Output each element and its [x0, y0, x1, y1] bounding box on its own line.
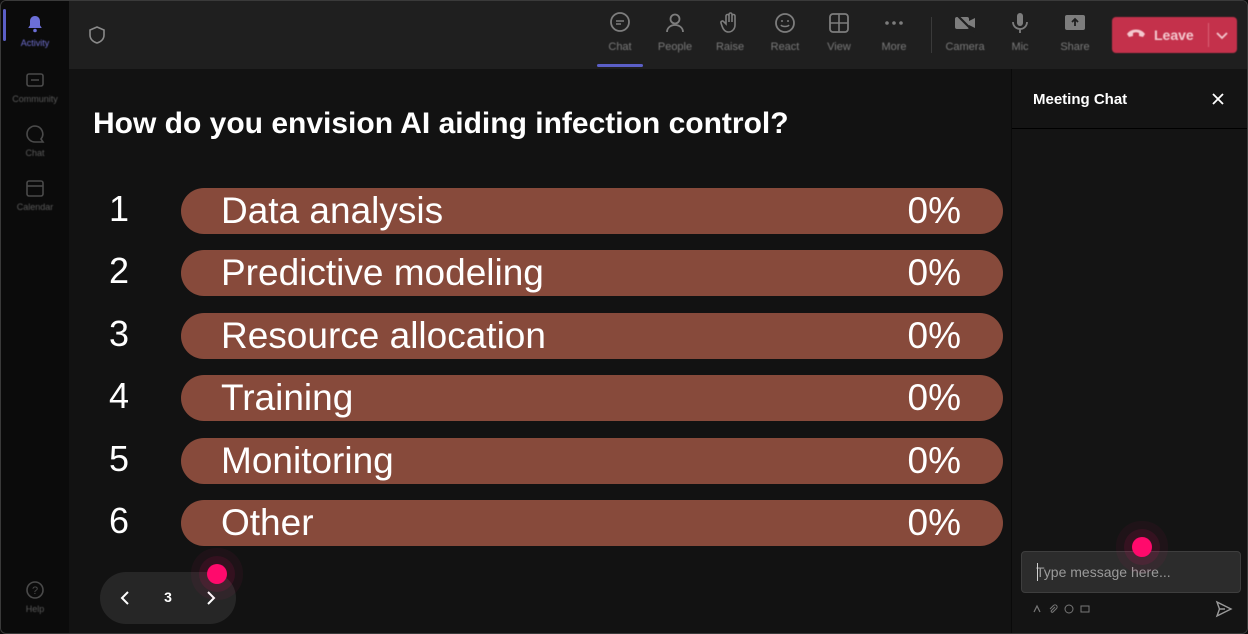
- svg-text:?: ?: [32, 585, 38, 597]
- meeting-toolbar: Chat People Raise React View: [69, 1, 1247, 69]
- view-grid-icon: [827, 11, 851, 35]
- poll-option-bar[interactable]: Training 0%: [181, 375, 1003, 421]
- option-label: Monitoring: [221, 440, 394, 481]
- toolbar-label: More: [881, 41, 907, 53]
- rail-label: Community: [12, 94, 58, 104]
- rail-item-chat[interactable]: Chat: [1, 115, 69, 167]
- poll-option-bar[interactable]: Monitoring 0%: [181, 438, 1003, 484]
- rail-active-indicator: [3, 9, 6, 41]
- option-percent: 0%: [907, 502, 961, 543]
- rail-label: Chat: [25, 148, 45, 158]
- shield-icon: [87, 25, 107, 45]
- option-percent: 0%: [907, 377, 961, 418]
- poll-option-bar[interactable]: Other 0%: [181, 500, 1003, 546]
- toolbar-more-button[interactable]: More: [869, 11, 919, 61]
- attach-icon[interactable]: [1048, 604, 1058, 614]
- more-icon: [882, 11, 906, 35]
- toolbar-share-button[interactable]: Share: [1050, 11, 1100, 61]
- option-percent: 0%: [907, 190, 961, 231]
- text-caret: [1037, 563, 1038, 581]
- toolbar-people-button[interactable]: People: [650, 11, 700, 61]
- gif-icon[interactable]: [1080, 604, 1090, 614]
- option-percent: 0%: [907, 315, 961, 356]
- toolbar-label: Chat: [608, 41, 632, 53]
- meeting-chat-panel: Meeting Chat: [1011, 69, 1247, 633]
- option-label: Resource allocation: [221, 315, 546, 356]
- option-percent: 0%: [907, 440, 961, 481]
- camera-off-icon: [953, 11, 977, 35]
- toolbar-camera-button[interactable]: Camera: [940, 11, 990, 61]
- chat-message-input[interactable]: [1021, 551, 1241, 593]
- toolbar-label: People: [657, 41, 693, 53]
- chat-header: Meeting Chat: [1012, 69, 1247, 129]
- option-number: 6: [109, 500, 130, 541]
- bell-icon: [24, 13, 46, 35]
- rail-label: Help: [25, 604, 45, 614]
- option-number: 2: [109, 250, 130, 291]
- leave-label: Leave: [1154, 27, 1194, 43]
- toolbar-divider: [931, 17, 932, 53]
- poll-question: How do you envision AI aiding infection …: [93, 107, 789, 140]
- phone-hangup-icon: [1126, 26, 1146, 44]
- toolbar-view-button[interactable]: View: [814, 11, 864, 61]
- toolbar-label: Share: [1060, 41, 1090, 53]
- poll-option-bar[interactable]: Resource allocation 0%: [181, 313, 1003, 359]
- emoji-icon[interactable]: [1064, 604, 1074, 614]
- toolbar-label: Mic: [1011, 41, 1029, 53]
- cursor-click-indicator: [207, 564, 227, 584]
- close-icon[interactable]: [1208, 89, 1228, 109]
- poll-stage: How do you envision AI aiding infection …: [69, 69, 1011, 633]
- option-number: 1: [109, 188, 130, 229]
- option-number: 5: [109, 438, 130, 479]
- toolbar-label: View: [827, 41, 851, 53]
- chat-icon: [24, 123, 46, 145]
- chat-icon: [608, 11, 632, 35]
- chat-title: Meeting Chat: [1033, 91, 1128, 108]
- people-icon: [663, 11, 687, 35]
- rail-item-activity[interactable]: Activity: [1, 5, 69, 57]
- option-number: 3: [109, 313, 130, 354]
- toolbar-react-button[interactable]: React: [760, 11, 810, 61]
- format-icon[interactable]: [1032, 604, 1042, 614]
- active-tab-underline: [597, 64, 643, 67]
- react-icon: [773, 11, 797, 35]
- rail-item-calendar[interactable]: Calendar: [1, 169, 69, 221]
- leave-button[interactable]: Leave: [1112, 17, 1237, 53]
- toolbar-chat-button[interactable]: Chat: [595, 11, 645, 61]
- send-icon[interactable]: [1214, 599, 1234, 619]
- rail-label: Calendar: [16, 202, 54, 212]
- community-icon: [24, 69, 46, 91]
- option-label: Other: [221, 502, 314, 543]
- left-rail: Activity Community Chat Calendar ? Help: [1, 1, 69, 633]
- toolbar-label: React: [770, 41, 800, 53]
- chevron-down-icon[interactable]: [1214, 27, 1230, 48]
- share-icon: [1063, 11, 1087, 35]
- toolbar-label: Raise: [715, 41, 745, 53]
- chat-format-toolbar: [1032, 603, 1090, 615]
- option-number: 4: [109, 375, 130, 416]
- rail-item-help[interactable]: ? Help: [1, 571, 69, 623]
- leave-divider: [1208, 23, 1209, 47]
- chevron-right-icon[interactable]: [198, 586, 222, 610]
- poll-option-bar[interactable]: Data analysis 0%: [181, 188, 1003, 234]
- rail-label: Activity: [20, 38, 50, 48]
- calendar-icon: [24, 177, 46, 199]
- option-label: Training: [221, 377, 354, 418]
- option-percent: 0%: [907, 252, 961, 293]
- chevron-left-icon[interactable]: [114, 586, 138, 610]
- cursor-click-indicator: [1132, 537, 1152, 557]
- toolbar-raise-button[interactable]: Raise: [705, 11, 755, 61]
- raise-hand-icon: [718, 11, 742, 35]
- mic-icon: [1008, 11, 1032, 35]
- option-label: Predictive modeling: [221, 252, 544, 293]
- poll-option-bar[interactable]: Predictive modeling 0%: [181, 250, 1003, 296]
- toolbar-label: Camera: [945, 41, 985, 53]
- rail-item-community[interactable]: Community: [1, 61, 69, 113]
- option-label: Data analysis: [221, 190, 444, 231]
- help-icon: ?: [24, 579, 46, 601]
- page-number: 3: [164, 589, 172, 605]
- toolbar-mic-button[interactable]: Mic: [995, 11, 1045, 61]
